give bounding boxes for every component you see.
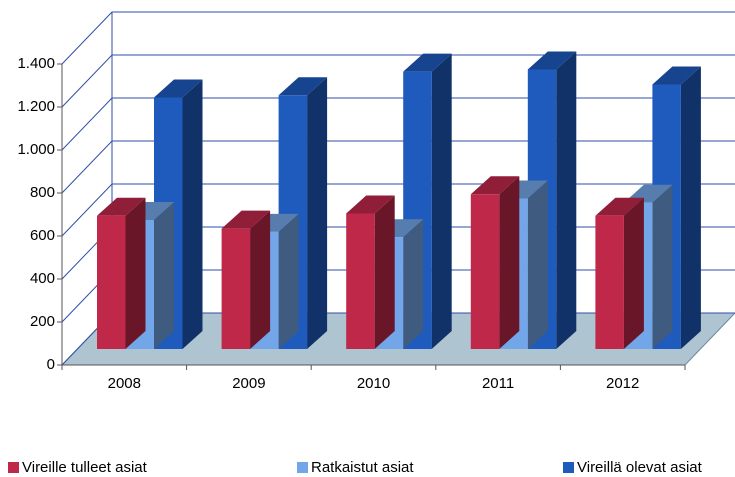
bar-top xyxy=(97,197,146,216)
bar-top xyxy=(221,210,271,229)
bar-side xyxy=(250,210,271,349)
bar-front xyxy=(346,213,375,349)
x-tick-label: 2010 xyxy=(357,375,390,392)
y-tick-label: 1.000 xyxy=(17,141,55,158)
bar xyxy=(346,195,395,349)
bar-top xyxy=(470,176,520,195)
bar-side xyxy=(680,66,701,350)
bar xyxy=(595,197,644,349)
x-tick-label: 2008 xyxy=(108,375,141,392)
bar-top xyxy=(278,77,328,96)
grid-line xyxy=(61,11,735,65)
bar-side xyxy=(499,176,520,349)
bar-side xyxy=(556,51,577,349)
bar-side xyxy=(125,197,146,349)
bar-front xyxy=(595,215,624,349)
bar xyxy=(97,197,146,349)
x-tick-label: 2012 xyxy=(606,375,639,392)
bar-side xyxy=(623,197,644,349)
bar-side xyxy=(652,184,673,349)
bar xyxy=(470,176,520,349)
bar-top xyxy=(403,53,452,72)
bar-side xyxy=(182,79,203,349)
legend-label: Vireillä olevat asiat xyxy=(577,459,703,476)
bar-front xyxy=(221,228,251,349)
bar-side xyxy=(431,53,452,350)
bar-side xyxy=(307,77,328,350)
legend-swatch xyxy=(297,462,308,473)
bar-side xyxy=(374,195,395,349)
y-tick-label: 0 xyxy=(47,356,55,373)
legend-swatch xyxy=(563,462,574,473)
y-tick-label: 600 xyxy=(30,227,55,244)
legend-label: Ratkaistut asiat xyxy=(311,459,414,476)
y-tick-label: 1.400 xyxy=(17,55,55,72)
x-tick-label: 2011 xyxy=(482,375,514,392)
bar xyxy=(221,210,271,349)
legend-swatch xyxy=(8,462,19,473)
y-tick-label: 1.200 xyxy=(17,98,55,115)
bar-top xyxy=(595,197,644,216)
bar-side xyxy=(278,213,299,349)
bar-side xyxy=(154,202,174,349)
bar-side xyxy=(403,219,424,349)
x-tick-label: 2009 xyxy=(232,375,265,392)
bar-front xyxy=(97,215,126,349)
bar-side xyxy=(527,180,548,349)
y-tick-label: 200 xyxy=(30,313,55,330)
bar-top xyxy=(346,195,395,214)
legend-label: Vireille tulleet asiat xyxy=(22,459,148,476)
y-tick-label: 400 xyxy=(30,270,55,287)
bar-top xyxy=(652,66,701,85)
bar-top xyxy=(154,79,203,98)
y-tick-label: 800 xyxy=(30,184,55,201)
bar-front xyxy=(470,194,500,349)
bar-top xyxy=(527,51,577,70)
